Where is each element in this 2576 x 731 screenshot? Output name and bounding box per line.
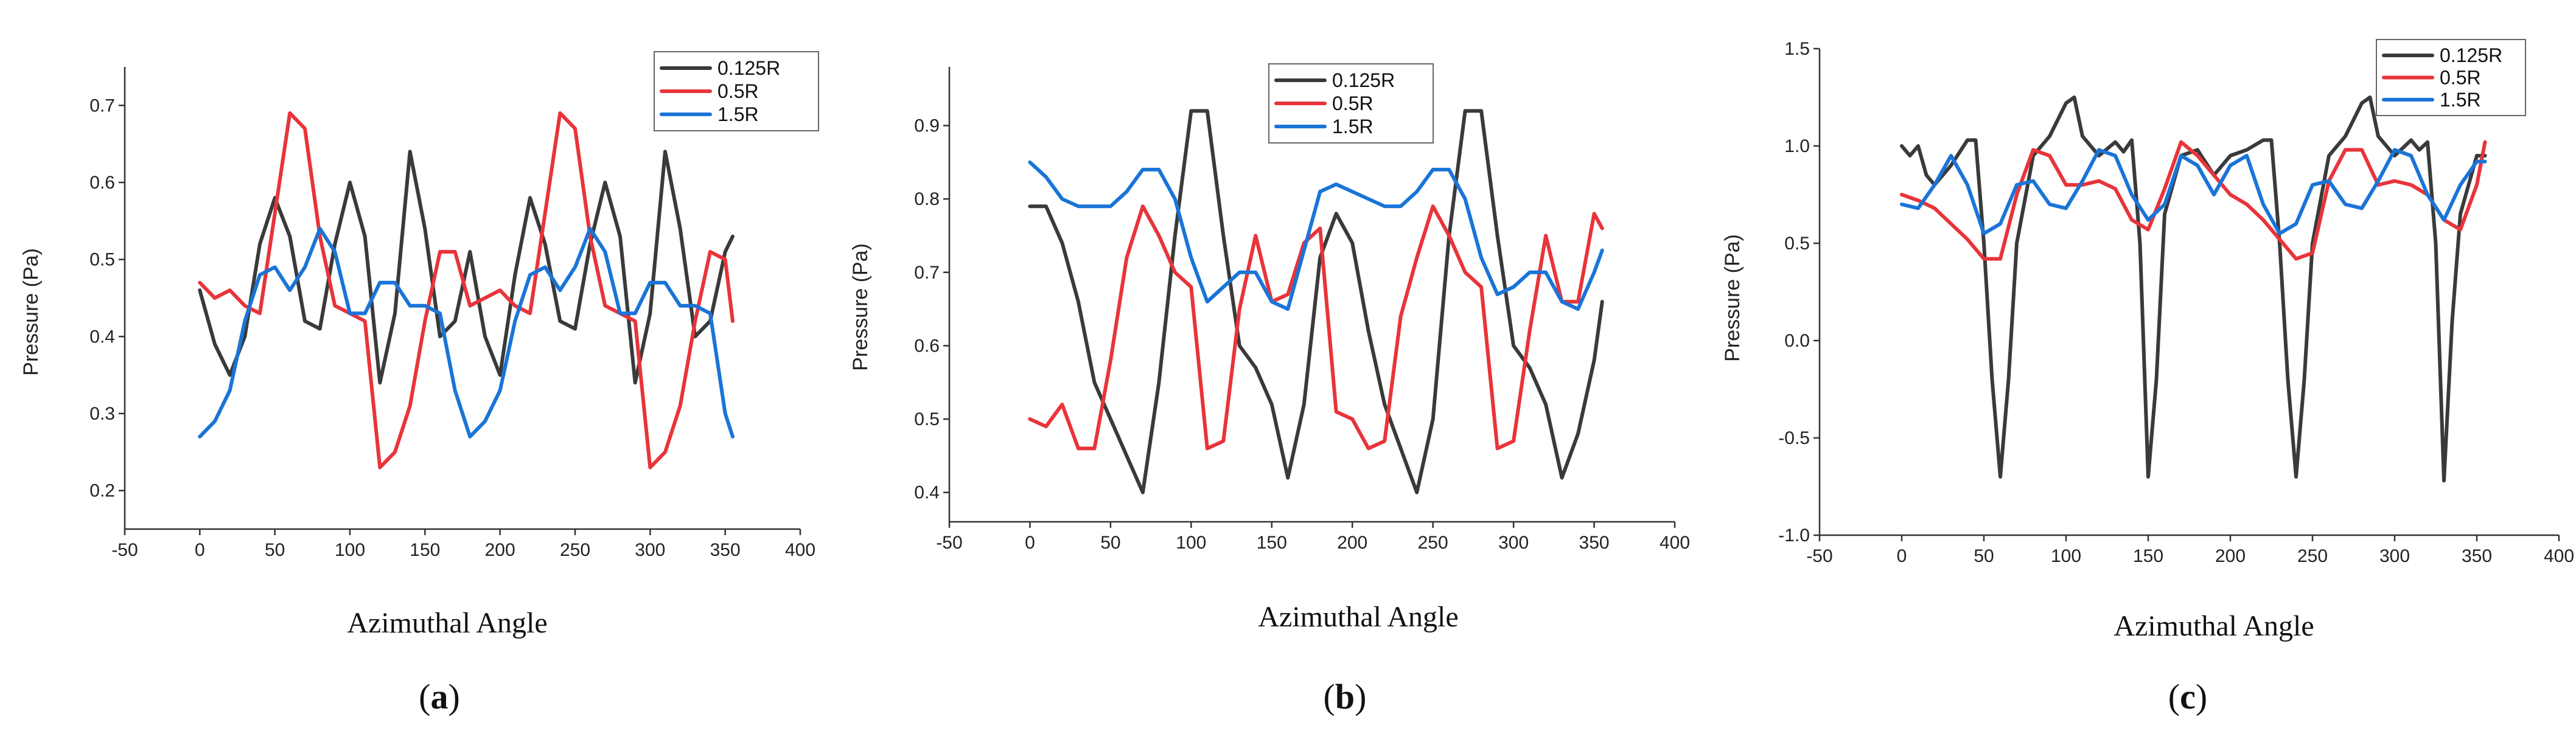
x-axis-title-c: Azimuthal Angle bbox=[2114, 610, 2314, 642]
x-tick-label-a: 50 bbox=[265, 540, 285, 560]
x-tick-label-c: 200 bbox=[2215, 546, 2246, 566]
legend-label-15R-b: 1.5R bbox=[1332, 116, 1374, 137]
y-axis-title-c: Pressure (Pa) bbox=[1721, 234, 1744, 362]
x-tick-label-c: 100 bbox=[2051, 546, 2081, 566]
y-tick-label-c: 0.0 bbox=[1784, 331, 1810, 351]
chart-panel-c: -50 0 50 100 150 200 250 300 350 400 -1.0 -0.5 0.0 0.… bbox=[1721, 39, 2574, 716]
x-tick-label-b: 0 bbox=[1025, 533, 1035, 553]
y-tick-label-c: 0.5 bbox=[1784, 234, 1810, 254]
y-tick-label-c: -1.0 bbox=[1778, 525, 1810, 546]
panel-label-b: (b) bbox=[1324, 677, 1367, 716]
x-tick-label-a: 0 bbox=[195, 540, 205, 560]
series-line-15R-b bbox=[1028, 160, 1604, 311]
x-tick-label-a: -50 bbox=[111, 540, 138, 560]
x-tick-label-b: 300 bbox=[1498, 533, 1529, 553]
x-tick-label-b: 100 bbox=[1176, 533, 1206, 553]
x-tick-label-b: 150 bbox=[1257, 533, 1287, 553]
legend-label-0125R-b: 0.125R bbox=[1332, 69, 1395, 91]
x-tick-label-a: 150 bbox=[410, 540, 440, 560]
y-tick-label-b: 0.5 bbox=[914, 409, 940, 429]
y-axis-title-a: Pressure (Pa) bbox=[19, 248, 43, 376]
x-tick-label-b: -50 bbox=[936, 533, 962, 553]
x-tick-label-a: 300 bbox=[635, 540, 665, 560]
y-tick-label-a: 0.3 bbox=[89, 404, 115, 424]
y-tick-label-b: 0.4 bbox=[914, 483, 940, 503]
x-tick-label-a: 200 bbox=[485, 540, 515, 560]
legend-label-0125R-a: 0.125R bbox=[717, 57, 780, 79]
y-tick-label-b: 0.9 bbox=[914, 116, 940, 136]
legend-label-15R-c: 1.5R bbox=[2440, 89, 2481, 111]
chart-panel-b: -50 0 50 100 150 200 250 300 350 400 0.4 0.5 0.6 0.7 0… bbox=[849, 63, 1690, 716]
legend-label-05R-c: 0.5R bbox=[2440, 67, 2481, 89]
x-tick-label-c: -50 bbox=[1806, 546, 1832, 566]
y-tick-label-a: 0.6 bbox=[89, 173, 115, 193]
plot-area-a: -50 0 50 100 150 200 250 300 350 400 0.2 0.3 0.4 0.5 0… bbox=[89, 67, 815, 560]
plot-area-b: -50 0 50 100 150 200 250 300 350 400 0.4 0.5 0.6 0.7 0… bbox=[914, 67, 1690, 553]
y-tick-label-a: 0.2 bbox=[89, 481, 115, 501]
y-tick-label-c: -0.5 bbox=[1778, 428, 1810, 448]
series-line-05R-a bbox=[198, 111, 735, 469]
x-tick-label-c: 50 bbox=[1974, 546, 1994, 566]
series-line-0125R-b bbox=[1028, 109, 1604, 494]
y-tick-label-b: 0.8 bbox=[914, 189, 940, 209]
plot-area-c: -50 0 50 100 150 200 250 300 350 400 -1.0 -0.5 0.0 0.… bbox=[1778, 39, 2574, 566]
y-tick-label-a: 0.5 bbox=[89, 250, 115, 270]
x-tick-label-b: 200 bbox=[1337, 533, 1367, 553]
panel-letter-a: a bbox=[431, 677, 449, 716]
legend-label-0125R-c: 0.125R bbox=[2440, 44, 2502, 66]
y-tick-label-b: 0.7 bbox=[914, 263, 940, 283]
series-line-15R-c bbox=[1900, 148, 2487, 235]
panel-label-c: (c) bbox=[2168, 677, 2207, 716]
series-line-0125R-c bbox=[1900, 95, 2487, 483]
series-line-0125R-a bbox=[198, 150, 735, 385]
x-tick-label-b: 50 bbox=[1100, 533, 1120, 553]
x-tick-label-a: 100 bbox=[335, 540, 365, 560]
x-tick-label-c: 350 bbox=[2462, 546, 2492, 566]
legend-label-05R-a: 0.5R bbox=[717, 80, 759, 102]
x-tick-label-c: 0 bbox=[1897, 546, 1907, 566]
legend-label-15R-a: 1.5R bbox=[717, 103, 759, 125]
y-tick-label-c: 1.0 bbox=[1784, 136, 1810, 156]
panel-letter-b: b bbox=[1335, 677, 1355, 716]
legend-label-05R-b: 0.5R bbox=[1332, 92, 1374, 114]
x-tick-label-c: 150 bbox=[2133, 546, 2163, 566]
series-line-05R-b bbox=[1028, 204, 1604, 451]
x-tick-label-a: 400 bbox=[785, 540, 815, 560]
panel-letter-c: c bbox=[2180, 677, 2196, 716]
x-axis-title-b: Azimuthal Angle bbox=[1258, 601, 1458, 633]
x-tick-label-c: 300 bbox=[2379, 546, 2410, 566]
x-tick-label-a: 250 bbox=[560, 540, 590, 560]
x-axis-title-a: Azimuthal Angle bbox=[347, 607, 547, 639]
y-tick-label-a: 0.7 bbox=[89, 95, 115, 116]
y-axis-title-b: Pressure (Pa) bbox=[849, 243, 872, 371]
y-tick-label-b: 0.6 bbox=[914, 336, 940, 356]
x-tick-label-c: 250 bbox=[2297, 546, 2328, 566]
x-tick-label-c: 400 bbox=[2544, 546, 2574, 566]
x-tick-label-b: 350 bbox=[1579, 533, 1610, 553]
y-tick-label-c: 1.5 bbox=[1784, 39, 1810, 59]
chart-panel-a: -50 0 50 100 150 200 250 300 350 400 0.2 0.3 0.4 0.5 0… bbox=[19, 51, 819, 716]
x-tick-label-b: 250 bbox=[1418, 533, 1448, 553]
x-tick-label-a: 350 bbox=[710, 540, 741, 560]
series-line-05R-c bbox=[1900, 140, 2487, 261]
y-tick-label-a: 0.4 bbox=[89, 327, 115, 347]
series-line-15R-a bbox=[198, 227, 735, 438]
x-tick-label-b: 400 bbox=[1660, 533, 1690, 553]
panel-label-a: (a) bbox=[419, 677, 460, 716]
